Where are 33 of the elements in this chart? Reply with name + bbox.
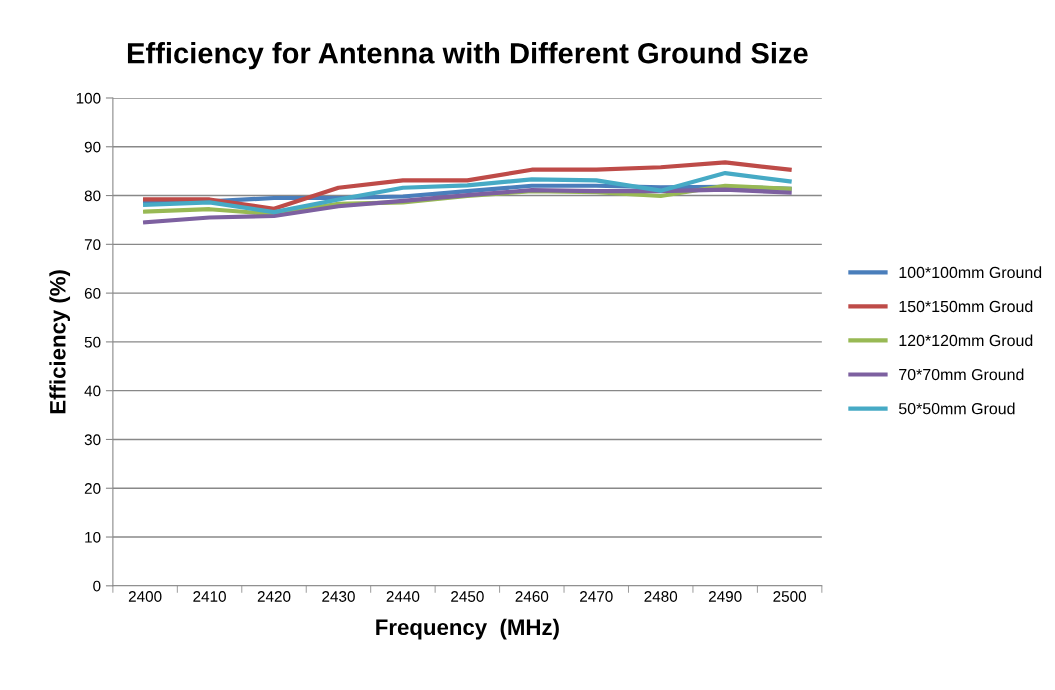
- x-tick-label: 2430: [322, 591, 355, 602]
- y-tick-label: 60: [84, 287, 101, 299]
- legend-label: 150*150mm Groud: [899, 300, 1033, 313]
- y-tick-label: 50: [84, 336, 101, 348]
- legend-label: 100*100mm Ground: [899, 266, 1042, 279]
- x-tick-label: 2470: [580, 591, 613, 602]
- line-series: [143, 187, 792, 225]
- x-tick-label: 2500: [773, 591, 807, 602]
- y-tick-label: 10: [85, 531, 101, 543]
- chart-title: Efficiency for Antenna with Different Ground Size: [127, 42, 808, 70]
- line-series: [143, 171, 792, 215]
- x-tick-label: 2450: [451, 591, 484, 602]
- x-tick-label: 2410: [193, 591, 226, 602]
- y-tick-label: 70: [84, 239, 101, 251]
- y-tick-label: 90: [84, 141, 101, 153]
- x-tick-label: 2440: [386, 591, 420, 602]
- y-tick-label: 40: [84, 385, 101, 397]
- legend-label: 70*70mm Ground: [899, 368, 1024, 381]
- x-tick-label: 2490: [708, 591, 742, 602]
- x-tick-label: 2400: [128, 591, 162, 602]
- line-series: [143, 160, 792, 211]
- y-tick-label: 30: [84, 434, 101, 446]
- x-tick-label: 2480: [644, 591, 678, 602]
- y-tick-label: 0: [93, 580, 101, 592]
- y-axis-title: Efficiency (%): [49, 270, 71, 414]
- x-tick-label: 2460: [515, 591, 549, 602]
- x-tick-label: 2420: [257, 591, 291, 602]
- legend-label: 50*50mm Groud: [898, 402, 1015, 415]
- y-tick-label: 80: [84, 190, 101, 202]
- legend-label: 120*120mm Groud: [899, 334, 1033, 347]
- x-axis-title: Frequency (MHz): [376, 618, 559, 640]
- y-tick-label: 100: [76, 92, 101, 104]
- y-tick-label: 20: [84, 483, 101, 494]
